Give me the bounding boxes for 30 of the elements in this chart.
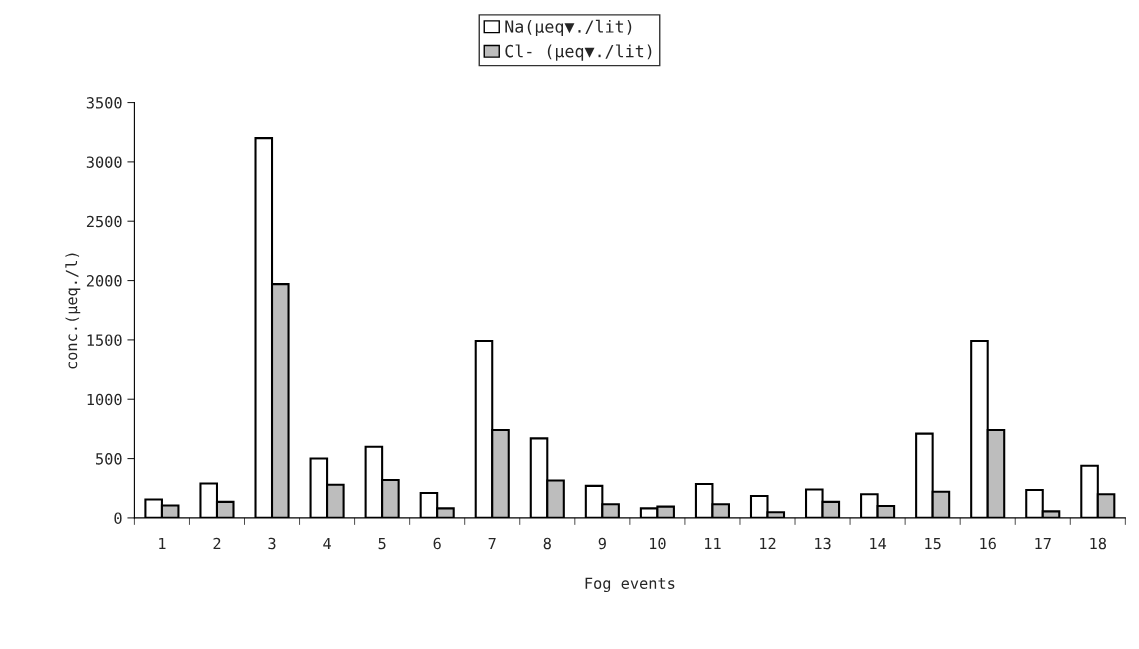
- x-tick-label: 11: [705, 537, 721, 550]
- y-tick-label: 500: [96, 453, 122, 465]
- x-tick-label: 1: [159, 537, 166, 550]
- x-tick-label: 4: [323, 537, 331, 550]
- x-tick-label: 3: [268, 537, 276, 550]
- x-tick-label: 10: [650, 537, 666, 550]
- x-tick-label: 15: [925, 537, 941, 550]
- x-tick-label: 9: [598, 537, 606, 550]
- x-tick-label: 18: [1090, 537, 1107, 550]
- y-tick-label: 1500: [87, 334, 122, 346]
- x-tick-label: 7: [488, 537, 496, 550]
- y-tick-label: 3000: [86, 156, 122, 168]
- y-tick-label: 2000: [86, 275, 122, 287]
- y-tick-label: 1000: [87, 393, 122, 406]
- y-axis-title: conc.(μeq./l): [65, 253, 81, 369]
- legend-label: Cl- (μeq▼./lit): [505, 44, 652, 61]
- x-tick-label: 5: [378, 537, 386, 550]
- x-tick-label: 16: [980, 537, 996, 550]
- y-tick-label: 0: [114, 512, 122, 524]
- y-tick-label: 3500: [86, 97, 122, 109]
- x-tick-label: 13: [815, 537, 831, 550]
- x-tick-label: 2: [213, 537, 221, 550]
- x-tick-label: 17: [1035, 537, 1051, 550]
- x-axis-title: Fog events: [585, 577, 675, 593]
- x-tick-label: 6: [433, 537, 441, 550]
- y-tick-label: 2500: [86, 215, 122, 228]
- x-tick-label: 8: [543, 537, 551, 550]
- x-tick-label: 14: [870, 537, 887, 550]
- legend-label: Na(μeq▼./lit): [505, 19, 632, 37]
- x-tick-label: 12: [760, 537, 776, 550]
